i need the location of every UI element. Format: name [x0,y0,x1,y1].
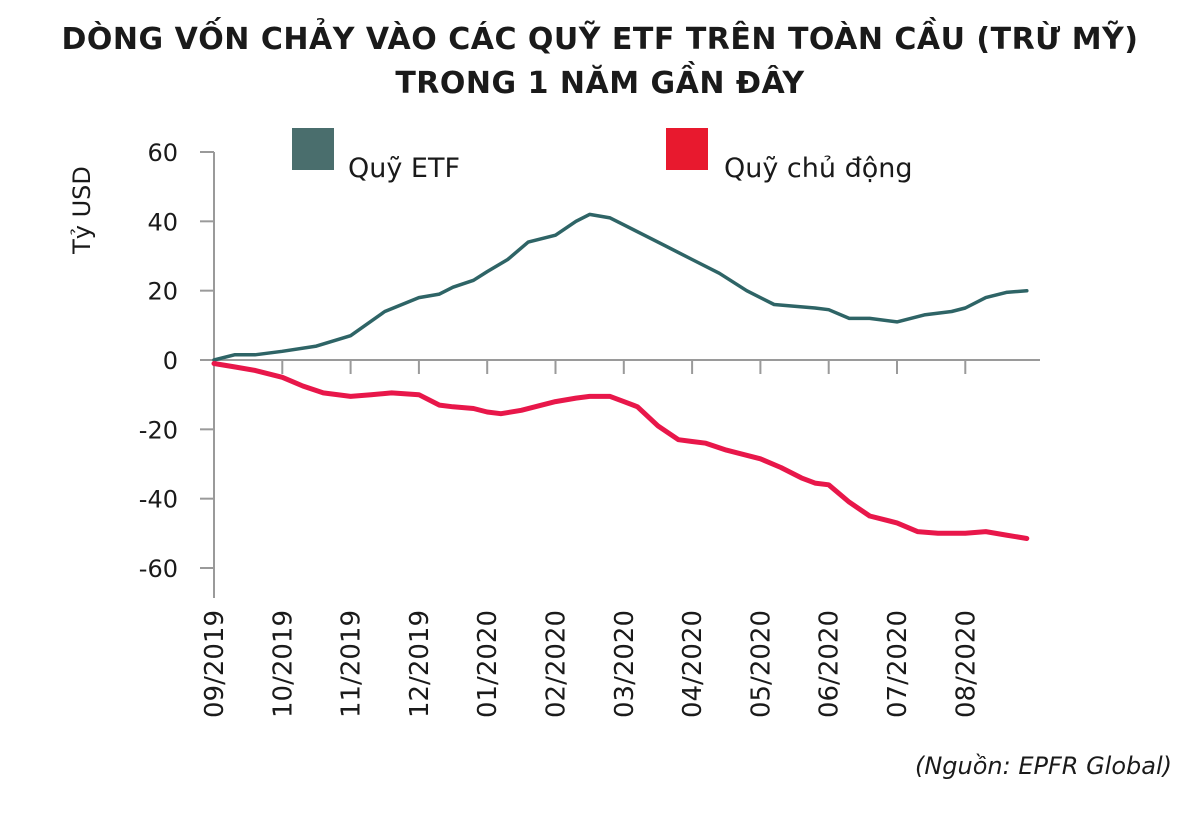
y-tick-label: -20 [139,416,178,444]
series-line-1 [212,212,1029,362]
chart-title: DÒNG VỐN CHẢY VÀO CÁC QUỸ ETF TRÊN TOÀN … [0,18,1200,106]
y-tick-label: -40 [139,486,178,514]
legend: Quỹ ETF Quỹ chủ động [292,128,913,184]
x-tick-label: 06/2020 [815,610,845,718]
x-tick-label: 08/2020 [951,610,981,718]
x-tick-label: 07/2020 [883,610,913,718]
source-note: (Nguồn: EPFR Global) [914,752,1172,780]
axes: 60 40 20 0 -20 -40 -60 09/2019 10/2019 11/2019 12/… [139,139,1040,718]
legend-swatch-1 [292,128,334,170]
x-tick-label: 09/2019 [200,610,230,718]
y-tick-label: 20 [147,278,178,306]
x-tick-label: 01/2020 [473,610,503,718]
x-tick-label: 02/2020 [542,610,572,718]
legend-label-1: Quỹ ETF [348,153,460,184]
x-tick-label: 11/2019 [337,610,367,718]
chart-title-line2: TRONG 1 NĂM GẦN ĐÂY [395,66,805,101]
series-line-2 [211,361,1030,541]
x-tick-label: 03/2020 [610,610,640,718]
chart-title-line1: DÒNG VỐN CHẢY VÀO CÁC QUỸ ETF TRÊN TOÀN … [61,22,1139,57]
y-axis-label: Tỷ USD [68,166,96,255]
x-tick-label: 04/2020 [678,610,708,718]
y-tick-label: 40 [147,208,178,236]
y-tick-label: 60 [147,139,178,167]
x-tick-label: 05/2020 [746,610,776,718]
y-tick-label: 0 [163,347,178,375]
x-tick-label: 10/2019 [268,610,298,718]
legend-swatch-2 [666,128,708,170]
x-tick-label: 12/2019 [405,610,435,718]
y-tick-label: -60 [139,555,178,583]
legend-label-2: Quỹ chủ động [724,153,913,184]
series-lines [211,212,1030,541]
